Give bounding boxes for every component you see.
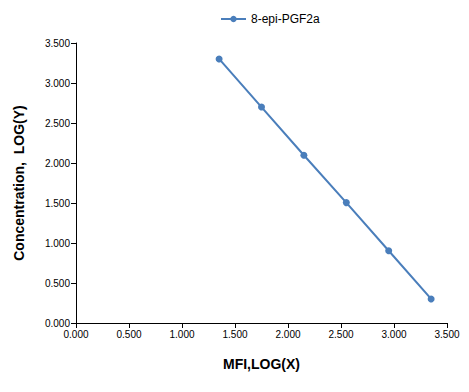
svg-text:0.500: 0.500 <box>45 278 70 289</box>
svg-text:0.500: 0.500 <box>116 329 141 340</box>
svg-text:3.000: 3.000 <box>45 78 70 89</box>
svg-text:0.000: 0.000 <box>45 318 70 329</box>
svg-text:1.000: 1.000 <box>169 329 194 340</box>
svg-text:3.000: 3.000 <box>381 329 406 340</box>
svg-text:8-epi-PGF2a: 8-epi-PGF2a <box>251 12 320 26</box>
svg-text:1.500: 1.500 <box>222 329 247 340</box>
svg-text:2.500: 2.500 <box>328 329 353 340</box>
svg-text:1.500: 1.500 <box>45 198 70 209</box>
svg-text:2.500: 2.500 <box>45 118 70 129</box>
svg-text:2.000: 2.000 <box>275 329 300 340</box>
svg-text:2.000: 2.000 <box>45 158 70 169</box>
svg-text:0.000: 0.000 <box>63 329 88 340</box>
svg-text:3.500: 3.500 <box>434 329 459 340</box>
svg-text:1.000: 1.000 <box>45 238 70 249</box>
svg-text:3.500: 3.500 <box>45 38 70 49</box>
svg-text:Concentration, LOG(Y): Concentration, LOG(Y) <box>11 105 27 261</box>
svg-text:MFI,LOG(X): MFI,LOG(X) <box>223 356 300 372</box>
